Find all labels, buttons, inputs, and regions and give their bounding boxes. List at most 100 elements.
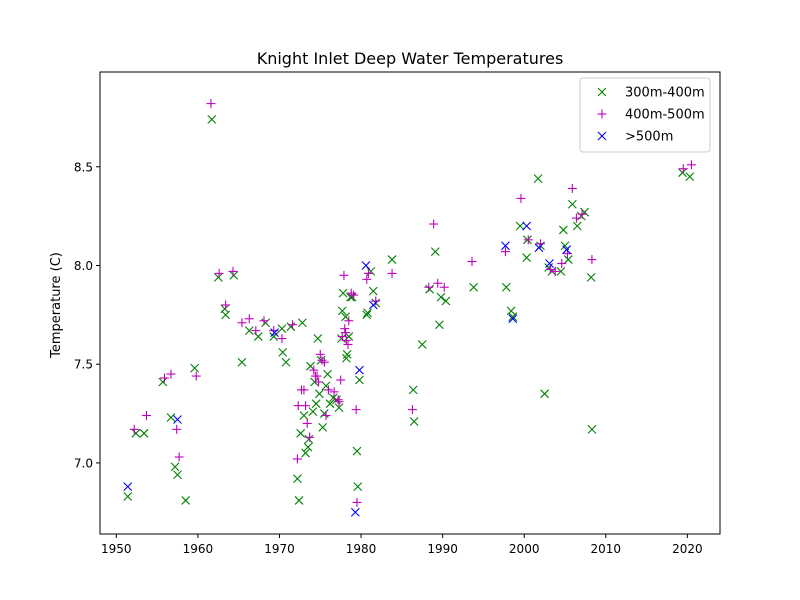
data-point [288,320,298,330]
y-tick-label: 8.5 [74,160,93,174]
data-point [123,482,133,492]
data-point [387,268,397,278]
data-point [317,355,327,365]
data-point [341,328,351,338]
data-point [540,389,549,399]
data-point [500,247,510,257]
data-point [174,452,184,462]
data-point [329,387,339,397]
data-point [368,286,378,296]
data-point [436,292,446,302]
data-point [251,326,261,336]
data-point [142,411,151,421]
data-point [303,442,313,452]
data-point [368,300,378,310]
data-point [441,296,451,306]
data-point [336,375,346,385]
x-tick-label: 2000 [509,542,540,556]
data-point [685,172,695,182]
data-point [173,415,182,424]
data-point [299,385,309,395]
data-point [469,282,479,292]
data-point [352,497,362,507]
data-point [333,395,343,405]
data-point [301,401,311,411]
data-point [522,253,532,262]
data-point [508,314,518,324]
data-point [213,272,223,282]
data-point [351,405,361,415]
data-point [313,334,323,343]
data-point [131,428,141,438]
data-point [321,411,331,421]
data-point [302,418,312,428]
y-tick-label: 8.0 [74,259,93,273]
data-point [319,409,329,418]
data-point [206,99,216,109]
data-point [678,168,687,178]
data-point [363,308,372,318]
data-point [347,292,357,302]
data-point [309,365,319,375]
data-point [563,255,573,264]
data-point [516,193,526,203]
data-point [429,219,439,229]
y-axis-label: Temperature (C) [49,252,64,359]
data-point [408,385,418,395]
data-point [523,235,533,245]
data-point [221,310,231,320]
data-point [678,164,688,174]
data-point [343,339,353,349]
chart-title: Knight Inlet Deep Water Temperatures [257,49,564,68]
data-point [339,270,349,280]
data-point [556,267,566,276]
data-point [355,375,364,385]
data-point [191,371,201,381]
data-point [123,492,133,501]
data-point [129,424,139,434]
data-markers [123,99,696,517]
data-point [346,288,356,298]
data-point [244,326,254,336]
data-point [296,428,306,438]
legend-marker [597,131,607,141]
data-point [562,245,572,255]
data-point [362,274,372,284]
data-point [311,399,321,409]
x-axis-ticks: 1950 1960 1970 1980 1990 2000 2010 2020 [101,534,703,556]
data-point [501,282,511,292]
data-point [586,272,596,282]
data-point [557,259,567,269]
data-point [550,266,560,276]
data-point [534,243,544,253]
data-point [346,292,355,302]
data-point [214,268,224,278]
legend-label: 300m-400m [625,86,705,101]
data-point [228,266,238,276]
x-tick-label: 1960 [183,542,214,556]
data-point [261,318,270,328]
data-point [545,264,555,274]
data-point [278,347,288,357]
legend-label: 400m-500m [625,108,705,123]
data-point [319,357,329,367]
data-point [409,417,419,426]
data-point [173,470,182,480]
data-point [506,306,516,316]
data-point [407,405,417,415]
data-point [433,278,443,288]
data-point [341,336,351,346]
data-point [277,334,287,344]
data-point [286,322,296,332]
data-point [363,268,373,278]
legend-box [579,77,711,153]
data-point [338,288,348,298]
data-point [159,373,169,383]
legend: 300m-400m 400m-500m >500m [579,77,711,153]
data-point [515,221,525,231]
data-point [166,369,176,379]
data-point [229,270,239,280]
x-tick-label: 1970 [264,542,295,556]
data-point [181,496,191,505]
data-point [244,314,254,324]
